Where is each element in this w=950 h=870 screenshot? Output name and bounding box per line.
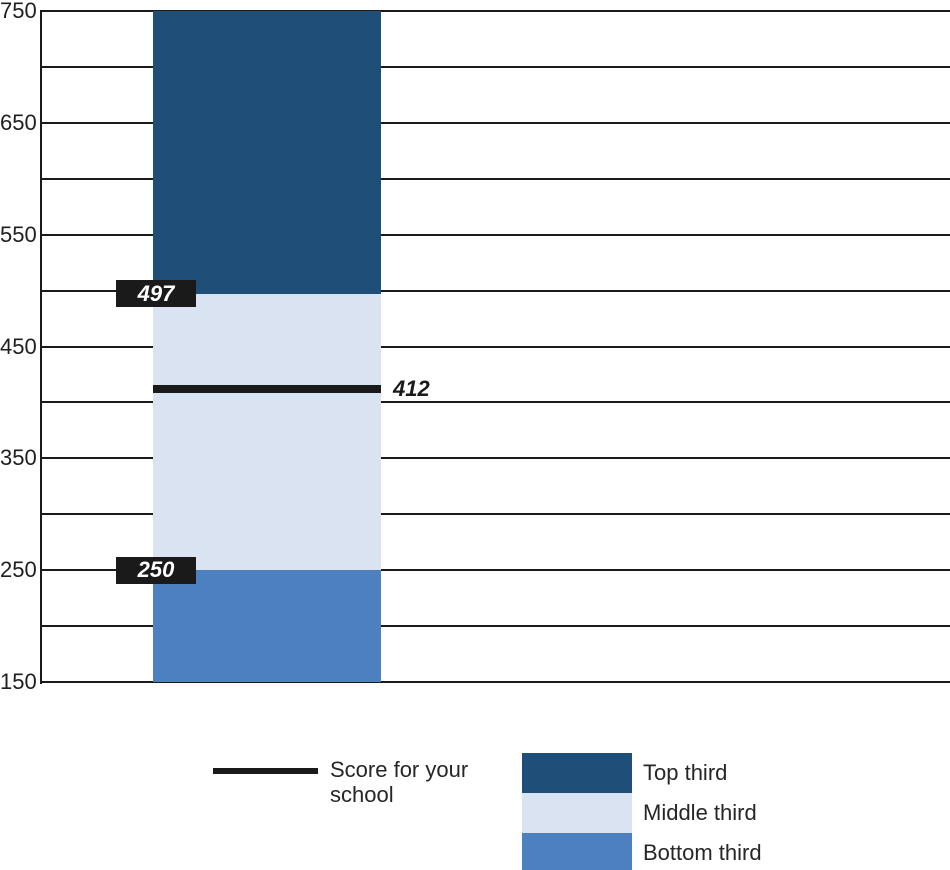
reference-line-swatch bbox=[213, 768, 318, 774]
y-tick-label: 250 bbox=[0, 557, 37, 583]
legend-swatch-middle-third bbox=[522, 793, 632, 833]
bar-segment-top-third bbox=[153, 11, 381, 294]
legend-label-bottom-third: Bottom third bbox=[643, 840, 762, 865]
gridline bbox=[40, 625, 950, 628]
legend-label-top-third: Top third bbox=[643, 760, 728, 785]
y-tick-label: 750 bbox=[0, 0, 37, 23]
legend-label-score-for-your-school: Score for your school bbox=[330, 757, 469, 807]
bar-segment-middle-third bbox=[153, 293, 381, 571]
gridline bbox=[40, 233, 950, 236]
reference-line-label: 412 bbox=[393, 375, 430, 401]
legend-swatch-top-third bbox=[522, 753, 632, 793]
gridline bbox=[40, 681, 950, 683]
y-tick-label: 350 bbox=[0, 445, 37, 471]
boundary-value-label-250: 250 bbox=[116, 556, 196, 584]
gridline bbox=[40, 121, 950, 124]
bar-segment-bottom-third bbox=[153, 570, 381, 682]
y-tick-label: 150 bbox=[0, 669, 37, 694]
gridline bbox=[40, 10, 950, 12]
gridline bbox=[40, 401, 950, 404]
gridline bbox=[40, 513, 950, 516]
gridline bbox=[40, 289, 950, 292]
gridline bbox=[40, 345, 950, 348]
gridline bbox=[40, 177, 950, 180]
y-tick-label: 450 bbox=[0, 333, 37, 359]
boundary-value-label-497: 497 bbox=[116, 280, 196, 308]
gridline bbox=[40, 65, 950, 68]
gridline bbox=[40, 457, 950, 460]
legend-label-middle-third: Middle third bbox=[643, 800, 757, 825]
y-tick-label: 650 bbox=[0, 109, 37, 135]
legend-swatch-bottom-third bbox=[522, 833, 632, 870]
reference-line bbox=[153, 384, 381, 393]
y-tick-label: 550 bbox=[0, 221, 37, 247]
gridline bbox=[40, 569, 950, 572]
